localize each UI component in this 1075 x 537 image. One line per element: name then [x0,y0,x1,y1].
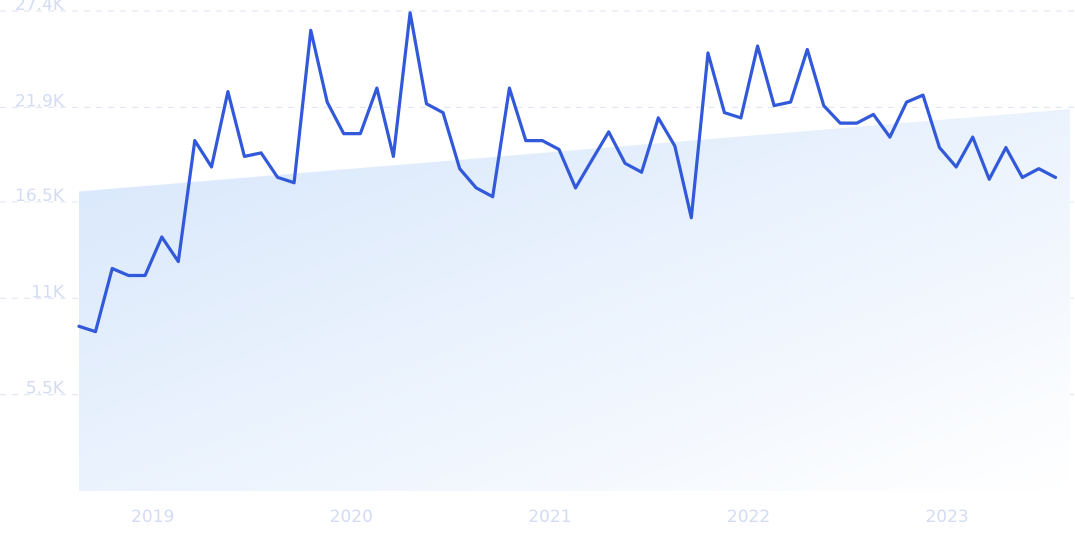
y-tick-label: 21.9K [15,91,65,111]
y-tick-label: 16.5K [15,186,65,206]
y-tick-label: 11K [31,282,65,302]
x-tick-label: 2020 [330,507,373,527]
y-axis-ticks: 27.4K 21.9K 16.5K 11K 5.5K [15,0,65,399]
trend-area [79,109,1070,492]
x-tick-label: 2023 [925,507,968,527]
x-tick-label: 2019 [131,507,174,527]
x-axis-ticks: 2019 2020 2021 2022 2023 [131,507,969,527]
y-tick-label: 27.4K [15,0,65,15]
y-tick-label: 5.5K [26,379,65,399]
series-line [77,11,1058,334]
x-tick-label: 2022 [727,507,770,527]
x-tick-label: 2021 [528,507,571,527]
